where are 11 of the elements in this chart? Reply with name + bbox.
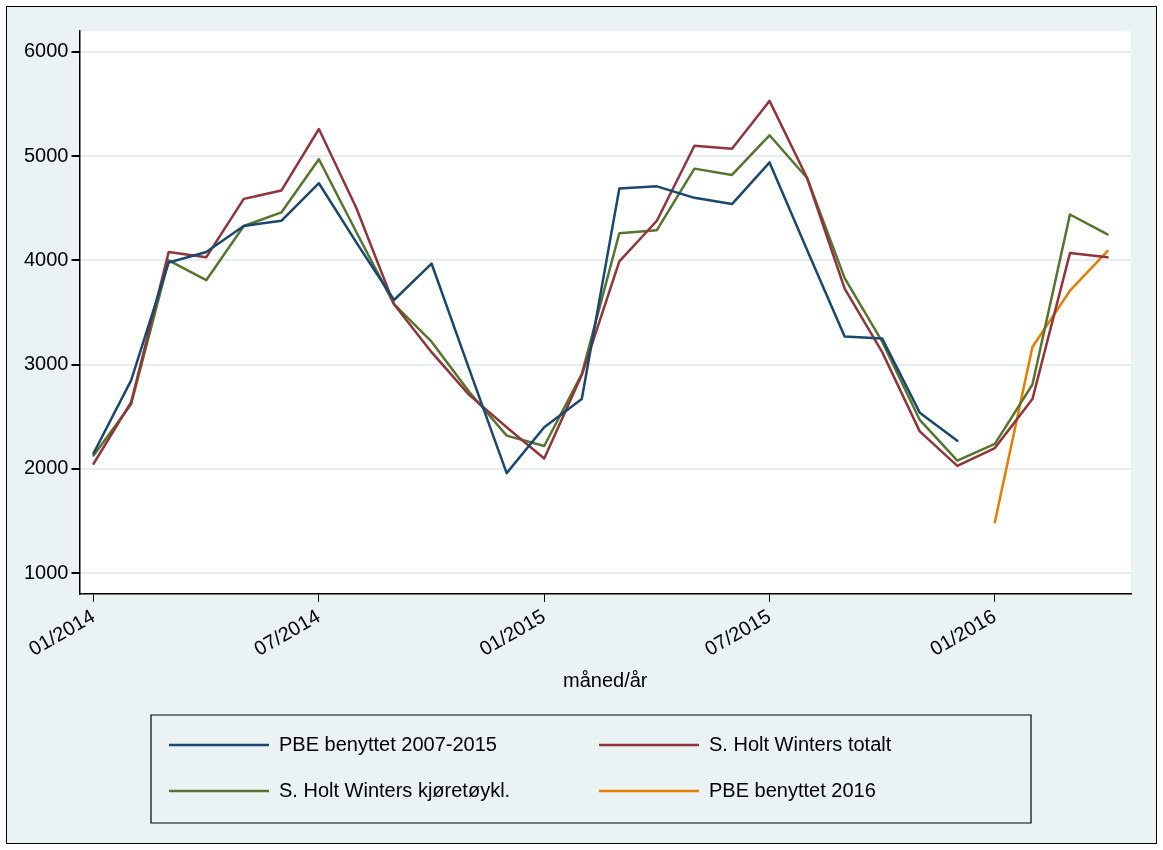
legend-label: PBE benyttet 2007-2015: [279, 732, 497, 755]
legend-label: S. Holt Winters kjøretøykl.: [279, 778, 511, 801]
y-tick-label: 1000: [23, 560, 69, 583]
legend-label: S. Holt Winters totalt: [709, 732, 892, 755]
y-tick-label: 2000: [23, 456, 69, 479]
y-tick-label: 4000: [23, 247, 69, 270]
y-tick-label: 3000: [23, 352, 69, 375]
legend-label: PBE benyttet 2016: [709, 778, 876, 801]
x-axis-title: måned/år: [563, 668, 648, 691]
y-tick-label: 6000: [23, 39, 69, 62]
y-tick-label: 5000: [23, 143, 69, 166]
